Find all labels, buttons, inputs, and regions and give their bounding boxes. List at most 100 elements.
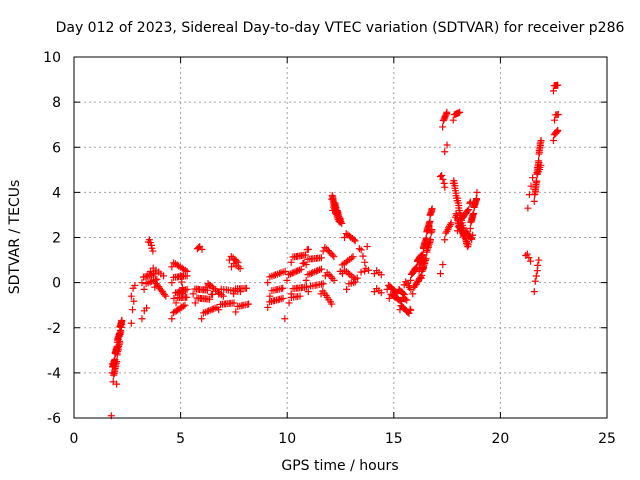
- data-point: [234, 263, 242, 271]
- data-point: [317, 254, 325, 262]
- data-point: [329, 251, 337, 259]
- data-point: [473, 188, 481, 196]
- y-tick-label: 0: [52, 276, 61, 292]
- data-point: [172, 299, 180, 307]
- data-point: [304, 288, 312, 296]
- data-point: [531, 277, 539, 285]
- data-point: [281, 315, 289, 323]
- data-point: [230, 290, 238, 298]
- data-point: [131, 281, 139, 289]
- data-point: [377, 271, 385, 279]
- data-point: [328, 300, 336, 308]
- data-point: [202, 283, 210, 291]
- data-point: [425, 240, 433, 248]
- data-point: [195, 244, 203, 252]
- data-point: [130, 297, 138, 305]
- data-point: [114, 335, 122, 343]
- y-tick-label: 10: [43, 50, 61, 66]
- data-point: [523, 250, 531, 258]
- data-point: [116, 329, 124, 337]
- data-point: [446, 222, 454, 230]
- data-point: [266, 292, 274, 300]
- data-point: [242, 284, 250, 292]
- data-point: [419, 266, 427, 274]
- data-point: [162, 292, 170, 300]
- data-point: [230, 299, 238, 307]
- data-point: [426, 235, 434, 243]
- data-point: [417, 274, 425, 282]
- data-point: [296, 292, 304, 300]
- data-point: [464, 239, 472, 247]
- data-point: [116, 326, 124, 334]
- data-point: [191, 299, 199, 307]
- data-point: [537, 136, 545, 144]
- data-point: [440, 179, 448, 187]
- data-point: [353, 274, 361, 282]
- data-point: [302, 261, 310, 269]
- data-point: [183, 293, 191, 301]
- data-point: [424, 245, 432, 253]
- data-point: [441, 183, 449, 191]
- y-tick-label: -2: [47, 321, 61, 337]
- data-point: [554, 111, 562, 119]
- data-point: [361, 267, 369, 275]
- data-point: [409, 290, 417, 298]
- data-point: [401, 295, 409, 303]
- data-point: [225, 256, 233, 264]
- data-point: [377, 289, 385, 297]
- data-point: [426, 218, 434, 226]
- data-point: [208, 306, 216, 314]
- data-point: [219, 292, 227, 300]
- data-point: [411, 282, 419, 290]
- data-points-layer: [107, 81, 562, 420]
- data-point: [443, 227, 451, 235]
- data-point: [419, 251, 427, 259]
- data-point: [351, 278, 359, 286]
- data-point: [350, 236, 358, 244]
- data-point: [198, 315, 206, 323]
- data-point: [441, 236, 449, 244]
- data-point: [330, 276, 338, 284]
- data-point: [351, 237, 359, 245]
- data-point: [302, 276, 310, 284]
- data-point: [281, 267, 289, 275]
- data-point: [418, 267, 426, 275]
- data-point: [138, 279, 146, 287]
- grid-layer: [74, 57, 607, 418]
- data-point: [447, 219, 455, 227]
- data-point: [427, 229, 435, 237]
- data-point: [149, 247, 157, 255]
- data-point: [153, 275, 161, 283]
- data-point: [319, 280, 327, 288]
- data-point: [421, 258, 429, 266]
- y-tick-label: 8: [52, 95, 61, 111]
- y-tick-label: 2: [52, 231, 61, 247]
- data-point: [304, 245, 312, 253]
- data-point: [183, 272, 191, 280]
- data-point: [189, 290, 197, 298]
- data-point: [118, 320, 126, 328]
- data-point: [236, 265, 244, 273]
- x-tick-label: 0: [70, 431, 79, 447]
- y-tick-label: 4: [52, 185, 61, 201]
- x-tick-label: 20: [491, 431, 509, 447]
- y-tick-label: -6: [47, 411, 61, 427]
- data-point: [302, 283, 310, 291]
- data-point: [203, 286, 211, 294]
- data-point: [297, 265, 305, 273]
- data-point: [113, 380, 121, 388]
- data-point: [151, 276, 159, 284]
- data-point: [385, 294, 393, 302]
- x-tick-labels: 0 5 10 15 20 25: [70, 431, 616, 447]
- data-point: [138, 315, 146, 323]
- chart-title: Day 012 of 2023, Sidereal Day-to-day VTE…: [56, 20, 625, 36]
- data-point: [534, 261, 542, 269]
- data-point: [529, 174, 537, 182]
- data-point: [525, 254, 533, 262]
- data-point: [168, 315, 176, 323]
- data-point: [468, 235, 476, 243]
- data-point: [441, 148, 449, 156]
- data-point: [419, 263, 427, 271]
